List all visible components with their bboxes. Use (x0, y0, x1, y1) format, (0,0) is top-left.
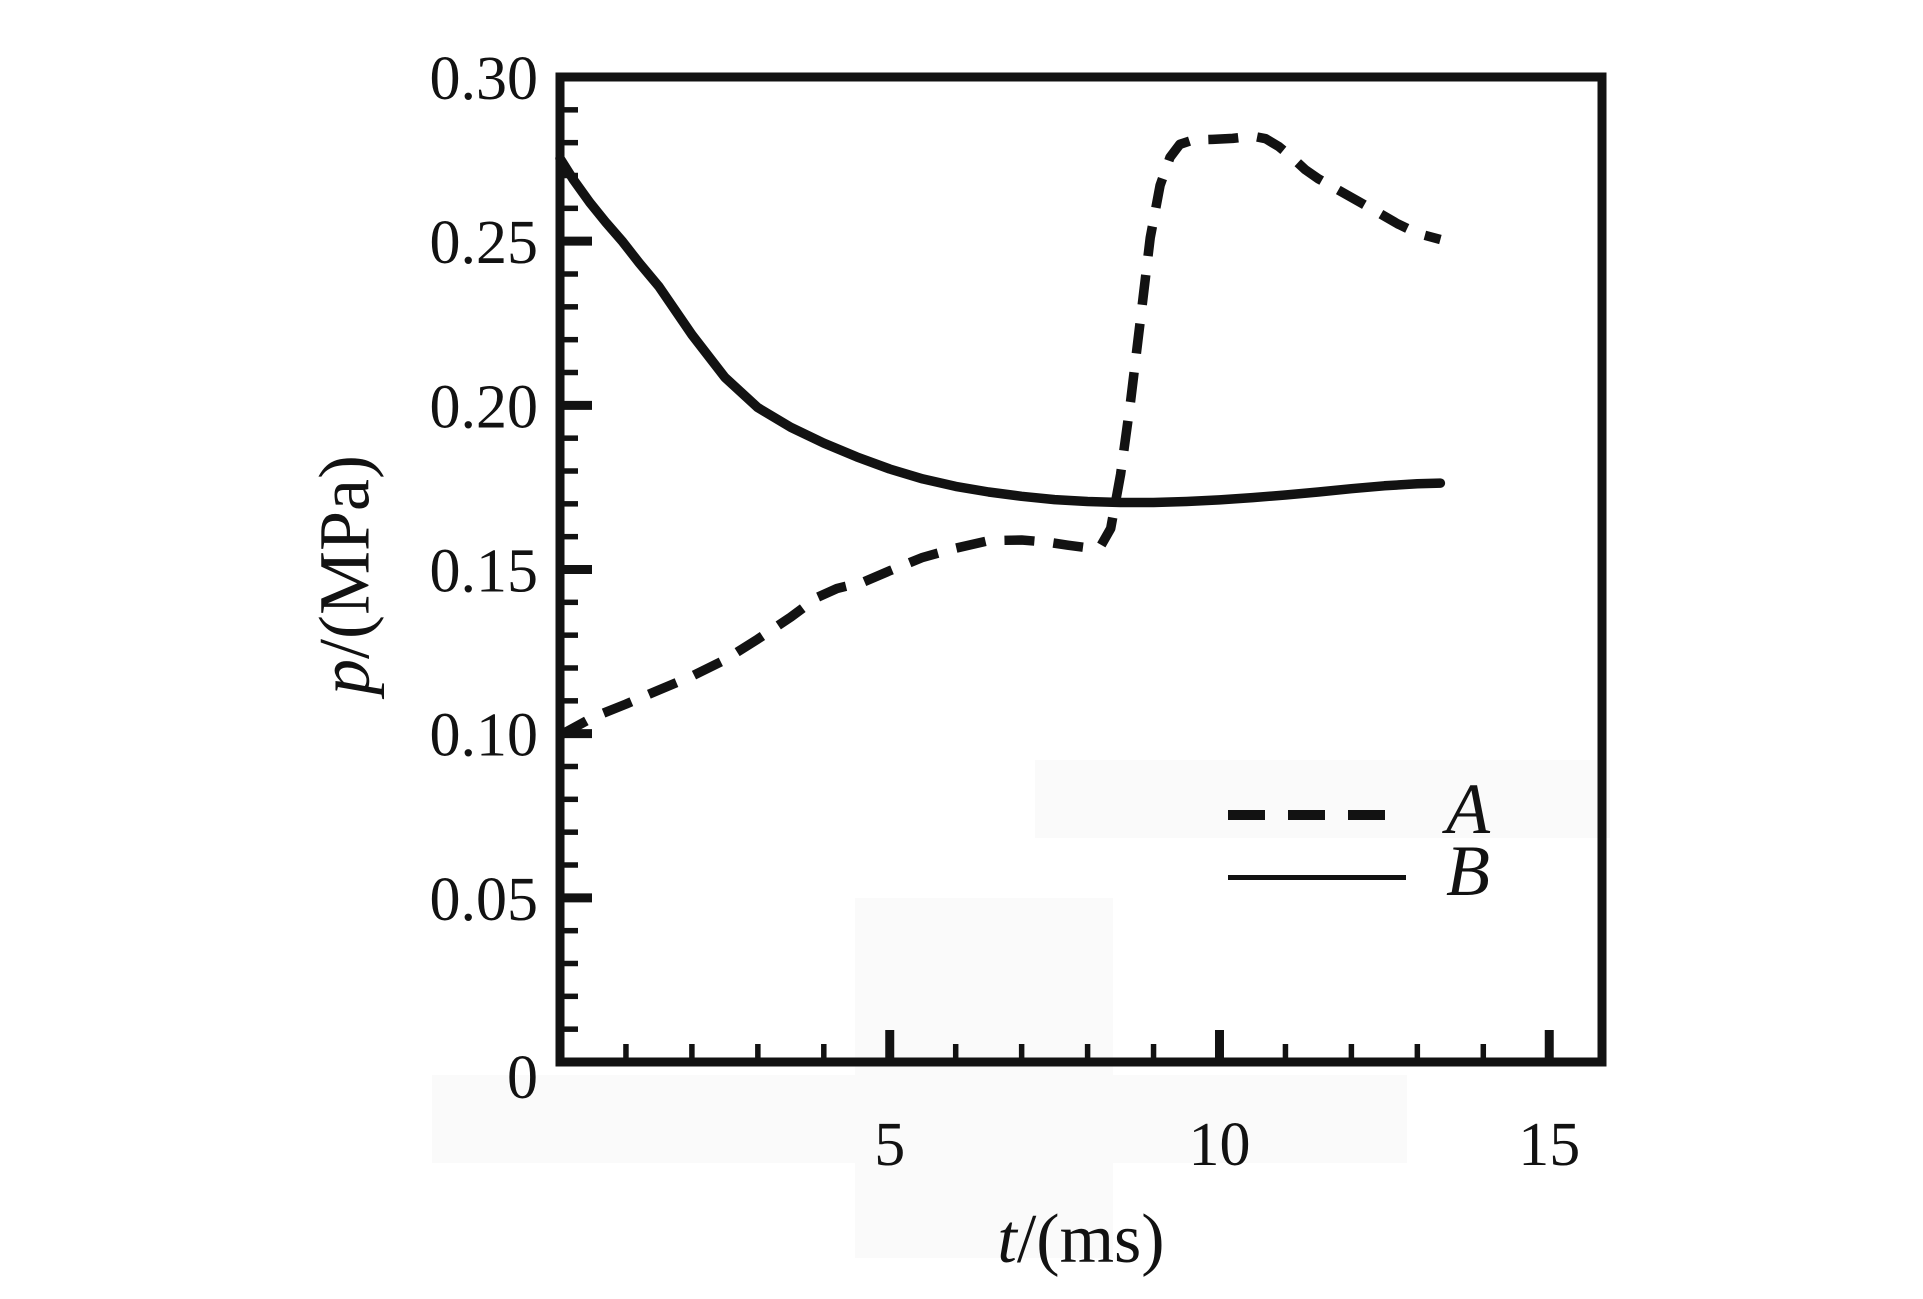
legend-row-A: A (1228, 773, 1490, 846)
y-tick-label: 0 (507, 1044, 538, 1112)
y-tick-label: 0.10 (430, 702, 539, 770)
y-axis-title: p/(MPa) (304, 455, 387, 695)
x-axis-symbol: t (997, 1201, 1017, 1278)
legend-label-B: B (1446, 831, 1490, 911)
x-axis-title: t/(ms) (560, 1200, 1602, 1280)
curve-B (555, 153, 1446, 508)
curve-A (557, 131, 1442, 740)
legend-line-sample-dashed (1228, 810, 1406, 820)
scan-artifact (1035, 760, 1610, 838)
plot-frame (555, 72, 1607, 1067)
y-axis-symbol: p (304, 658, 385, 695)
legend-row-B: B (1228, 835, 1490, 908)
y-tick-label: 0.20 (430, 373, 539, 441)
y-axis-units: /(MPa) (304, 455, 385, 659)
legend: A B (1228, 773, 1490, 908)
y-tick-label: 0.30 (430, 45, 539, 113)
legend-label-A: A (1446, 769, 1490, 849)
legend-line-sample-solid (1228, 874, 1406, 880)
y-tick-label: 0.05 (430, 866, 539, 934)
y-tick-label: 0.15 (430, 538, 539, 606)
x-axis-units: /(ms) (1016, 1201, 1165, 1278)
x-tick-label: 15 (1518, 1111, 1580, 1179)
y-tick-label: 0.25 (430, 209, 539, 277)
scan-artifact (432, 1075, 1407, 1163)
x-tick-label: 10 (1188, 1111, 1250, 1179)
x-tick-label: 5 (874, 1111, 905, 1179)
